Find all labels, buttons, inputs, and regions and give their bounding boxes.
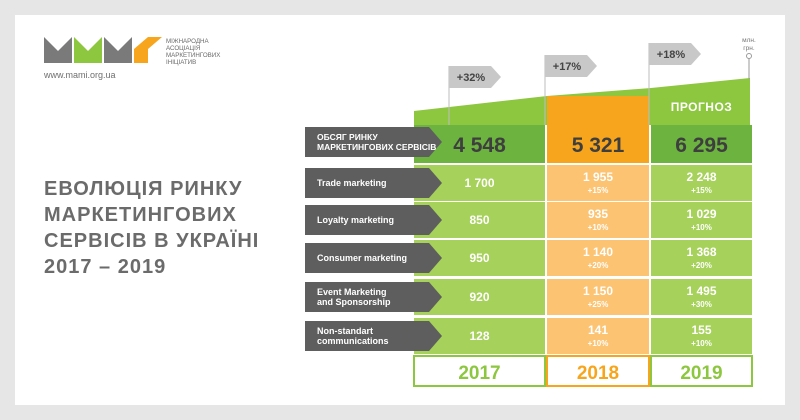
- logo-mark-4: [134, 37, 162, 63]
- segment-row-arrow: [305, 321, 442, 351]
- segment-row-arrow: [305, 168, 442, 198]
- total-cell: [651, 125, 752, 163]
- cell-change: +10%: [588, 339, 609, 348]
- segment-row-label: Trade marketing: [317, 178, 387, 188]
- logo-line: Міжнародна: [166, 38, 209, 45]
- unit-dot: [746, 53, 752, 59]
- value-cell: [651, 202, 752, 238]
- logo-mark-2: [74, 37, 102, 63]
- cell-change: +10%: [691, 339, 712, 348]
- segment-row-label: and Sponsorship: [317, 297, 391, 307]
- year-cell: [413, 355, 546, 387]
- value-cell: [547, 318, 649, 354]
- cell-value: 1 150: [583, 284, 613, 298]
- segment-row-arrow: [305, 205, 442, 235]
- cell-value: 1 700: [464, 176, 494, 190]
- year-label: 2018: [577, 363, 619, 384]
- cell-change: +10%: [691, 223, 712, 232]
- cell-change: +30%: [691, 300, 712, 309]
- growth-tag-label: +18%: [657, 49, 686, 61]
- forecast-label: ПРОГНОЗ: [671, 100, 733, 114]
- page-title: ЕВОЛЮЦІЯ РИНКУ МАРКЕТИНГОВИХ СЕРВІСІВ В …: [44, 176, 324, 280]
- title-line: ЕВОЛЮЦІЯ РИНКУ: [44, 178, 243, 200]
- title-line: 2017 – 2019: [44, 256, 167, 278]
- cell-change: +20%: [691, 261, 712, 270]
- growth-tag-label: +32%: [457, 72, 486, 84]
- value-cell: [651, 240, 752, 276]
- cell-value: 1 955: [583, 170, 613, 184]
- cell-value: 141: [588, 323, 608, 337]
- value-cell: [651, 279, 752, 315]
- segment-row-label: Consumer marketing: [317, 253, 407, 263]
- value-cell: [651, 165, 752, 201]
- value-cell: [651, 318, 752, 354]
- market-chart: 4 548 1 700 850 950 920 128 2017 5 321 1 955 +15%…: [305, 37, 756, 387]
- value-cell: [547, 240, 649, 276]
- total-value: 5 321: [572, 134, 625, 157]
- cell-change: +15%: [588, 186, 609, 195]
- total-cell: [547, 125, 649, 163]
- cell-change: +10%: [588, 223, 609, 232]
- year-label: 2017: [458, 363, 500, 384]
- cell-value: 850: [469, 213, 489, 227]
- year-cell: [546, 355, 650, 387]
- value-cell: [547, 165, 649, 201]
- value-cell: [547, 279, 649, 315]
- total-row-arrow: [305, 127, 442, 157]
- cell-change: +20%: [588, 261, 609, 270]
- segment-row-label: Loyalty marketing: [317, 215, 394, 225]
- cell-value: 1 495: [686, 284, 716, 298]
- growth-tag: [545, 55, 597, 77]
- cell-value: 1 368: [686, 245, 716, 259]
- mami-logo: [44, 37, 162, 63]
- value-cell: [547, 202, 649, 238]
- growth-tag-label: +17%: [553, 61, 582, 73]
- title-line: МАРКЕТИНГОВИХ: [44, 204, 237, 226]
- growth-tag: [449, 66, 501, 88]
- cell-value: 920: [469, 290, 489, 304]
- year-2018-header: [547, 96, 649, 125]
- cell-value: 1 029: [686, 207, 716, 221]
- segment-row-arrow: [305, 243, 442, 273]
- cell-value: 935: [588, 207, 608, 221]
- segment-row-label: Non-standart: [317, 326, 373, 336]
- cell-value: 2 248: [686, 170, 716, 184]
- site-url[interactable]: www.mami.org.ua: [44, 70, 116, 80]
- segment-row-label: Event Marketing: [317, 287, 387, 297]
- logo-line: асоціація: [166, 45, 201, 52]
- total-row-label: ОБСЯГ РИНКУ: [317, 132, 378, 142]
- logo-line: маркетингових: [166, 52, 221, 59]
- total-row-label: МАРКЕТИНГОВИХ СЕРВІСІВ: [317, 142, 436, 152]
- cell-change: +15%: [691, 186, 712, 195]
- cell-value: 1 140: [583, 245, 613, 259]
- logo-line: ініціатив: [166, 59, 197, 66]
- logo-mark-3: [104, 37, 132, 63]
- logo-mark-1: [44, 37, 72, 63]
- unit-label: млн.: [742, 37, 756, 44]
- cell-value: 155: [691, 323, 711, 337]
- cell-value: 128: [469, 329, 489, 343]
- logo-org-name: Міжнародна асоціація маркетингових ініці…: [166, 38, 246, 66]
- year-cell: [650, 355, 753, 387]
- growth-tag: [649, 43, 701, 65]
- year-label: 2019: [680, 363, 722, 384]
- unit-label: грн.: [743, 45, 755, 52]
- cell-change: +25%: [588, 300, 609, 309]
- title-line: СЕРВІСІВ В УКРАЇНІ: [44, 230, 260, 252]
- total-value: 4 548: [453, 134, 506, 157]
- infographic-card: Міжнародна асоціація маркетингових ініці…: [15, 15, 785, 405]
- cell-value: 950: [469, 251, 489, 265]
- total-value: 6 295: [675, 134, 728, 157]
- segment-row-label: communications: [317, 336, 389, 346]
- segment-row-arrow: [305, 282, 442, 312]
